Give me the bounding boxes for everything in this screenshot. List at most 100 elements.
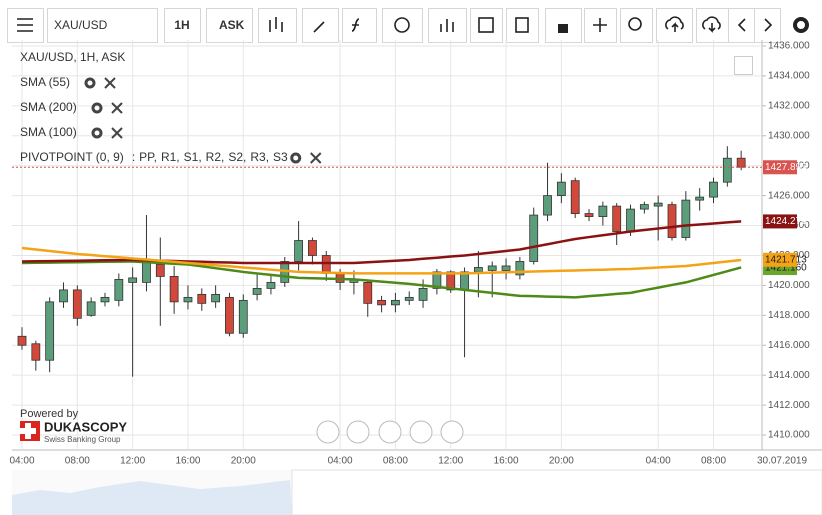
candle-body — [169, 276, 179, 303]
chart-type-icon — [269, 17, 283, 32]
plot-area: 1410.000 1412.000 1414.000 1416.000 1418.000… — [9, 40, 810, 467]
legend-item: SMA (100) — [20, 125, 77, 139]
navigator-window[interactable] — [291, 469, 822, 515]
pivot-level: S1, — [184, 150, 202, 164]
x-tick-label: 04:00 — [328, 456, 353, 467]
prev-icon — [737, 18, 746, 32]
candle-body — [432, 271, 442, 289]
reset-zoom[interactable] — [378, 420, 402, 444]
x-tick-label: 08:00 — [65, 456, 90, 467]
candle-body — [570, 180, 580, 214]
candle-body — [252, 287, 262, 295]
candle-body — [211, 293, 221, 303]
zoom-out[interactable] — [346, 420, 370, 444]
candle-body — [556, 181, 566, 197]
legend-title: XAU/USD, 1H, ASK — [20, 50, 125, 64]
y-tick-label: 1416.000 — [768, 340, 810, 351]
zoom-in[interactable] — [409, 420, 433, 444]
legend: XAU/USD, 1H, ASK SMA (55) SMA (200) SMA (1… — [20, 50, 322, 164]
candle-body — [155, 264, 165, 277]
menu-icon — [17, 18, 33, 32]
draw-icon — [313, 21, 325, 33]
candle-body — [142, 261, 151, 283]
settings-icon[interactable] — [290, 152, 302, 164]
calendar-button[interactable] — [470, 8, 503, 43]
scroll-left[interactable] — [316, 420, 340, 444]
y-tick-label: 1412.000 — [768, 400, 810, 411]
x-tick-label: 16:00 — [494, 456, 519, 467]
sma-price-tag-text: 1424.276 — [765, 216, 807, 227]
info-button[interactable] — [382, 8, 423, 43]
download-icon — [702, 16, 721, 33]
y-tick-label: 1430.000 — [768, 130, 810, 141]
y-tick-label: 1410.000 — [768, 430, 810, 441]
settings-icon[interactable] — [91, 102, 103, 114]
remove-icon[interactable] — [111, 127, 123, 139]
sma-price-tag-box — [763, 252, 797, 267]
remove-icon[interactable] — [310, 152, 322, 164]
pivot-level: R2, — [206, 150, 225, 164]
zoom-button[interactable] — [620, 8, 653, 43]
candle-body — [501, 265, 511, 271]
indicator-button[interactable] — [342, 8, 377, 43]
report-button[interactable] — [506, 8, 539, 43]
x-tick-label: 12:00 — [438, 456, 463, 467]
candle-body — [114, 279, 124, 301]
y-tick-label: 1432.000 — [768, 100, 810, 111]
pivot-level: R3, — [250, 150, 269, 164]
candle-body — [667, 204, 677, 238]
pivot-name: PIVOTPOINT (0, 9) — [20, 150, 124, 164]
pivot-level: S3 — [273, 150, 288, 164]
timeframe-select[interactable] — [164, 8, 201, 43]
remove-icon[interactable] — [104, 77, 116, 89]
candle-body — [709, 181, 718, 198]
y-tick-label: 1414.000 — [768, 370, 810, 381]
volume-icon — [440, 19, 454, 32]
brand-name: DUKASCOPY — [44, 419, 127, 434]
candle-body — [529, 214, 539, 262]
candle-body — [681, 199, 691, 238]
candle-body — [487, 265, 497, 271]
candle-body — [31, 343, 41, 361]
remove-icon[interactable] — [111, 102, 123, 114]
candle-body — [473, 267, 483, 273]
chart-type-button[interactable] — [258, 8, 297, 43]
y-tick-label: 1420.000 — [768, 280, 810, 291]
candle-body — [363, 282, 373, 304]
side-select[interactable] — [206, 8, 253, 43]
last-price-tag-text: 1427.895 — [765, 162, 807, 173]
symbol-select[interactable] — [47, 8, 158, 43]
settings-icon[interactable] — [91, 127, 103, 139]
candle-body — [308, 240, 317, 256]
download-button[interactable] — [696, 8, 729, 43]
candle-body — [543, 195, 552, 216]
powered-by: Powered by — [20, 408, 79, 420]
zoom-icon — [628, 17, 642, 31]
draw-button[interactable] — [302, 8, 339, 43]
candle-body — [238, 299, 248, 334]
date-label: 30.07.2019 — [757, 456, 807, 467]
candle-body — [321, 255, 331, 274]
candle-body — [418, 287, 428, 301]
scroll-right[interactable] — [440, 420, 464, 444]
prev-button[interactable] — [728, 8, 755, 43]
sma-line — [21, 260, 742, 299]
candle-body — [695, 196, 705, 201]
sma-price-tag-text: 1421.713 — [765, 254, 807, 265]
next-button[interactable] — [754, 8, 781, 43]
candle-body — [294, 240, 304, 262]
pivot-level: S2, — [228, 150, 246, 164]
report-icon — [515, 17, 529, 33]
candle-body — [72, 289, 82, 319]
sma-price-tag-box — [763, 214, 797, 229]
pivot-prefix: : — [132, 150, 135, 164]
settings-icon[interactable] — [84, 77, 96, 89]
settings-icon[interactable] — [793, 17, 809, 33]
x-tick-label: 08:00 — [701, 456, 726, 467]
candle-body — [612, 205, 622, 232]
x-tick-label: 20:00 — [231, 456, 256, 467]
candle-body — [377, 299, 386, 306]
candle-body — [515, 261, 525, 276]
popout-button[interactable] — [734, 56, 753, 75]
